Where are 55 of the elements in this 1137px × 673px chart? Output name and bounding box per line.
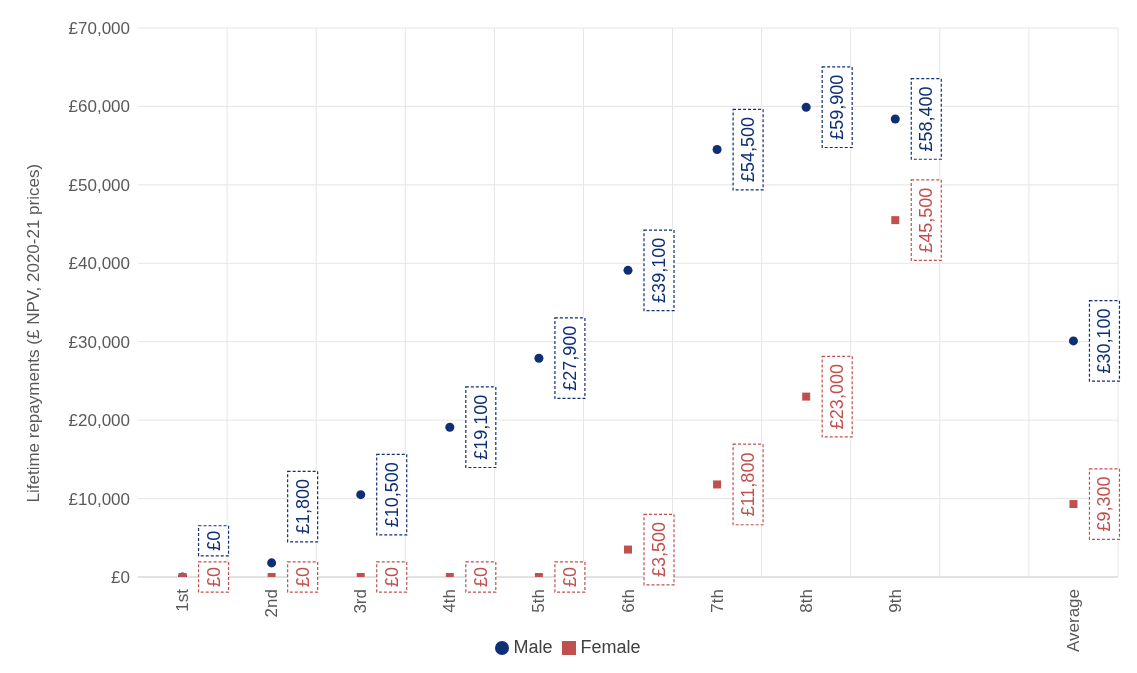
data-label: £10,500 xyxy=(381,462,402,528)
data-label: £27,900 xyxy=(559,325,580,391)
data-label: £9,300 xyxy=(1094,476,1115,532)
y-tick-label: £40,000 xyxy=(68,254,130,274)
data-label: £23,000 xyxy=(827,364,848,430)
point xyxy=(1068,336,1078,346)
data-label: £39,100 xyxy=(649,237,669,303)
point xyxy=(623,265,633,275)
y-tick-label: £70,000 xyxy=(68,19,130,39)
point xyxy=(890,114,900,124)
x-tick-label: 3rd xyxy=(351,589,371,614)
data-label: £30,100 xyxy=(1094,308,1115,374)
x-tick-label: 1st xyxy=(173,588,193,612)
x-tick-label: 4th xyxy=(440,589,460,613)
data-label: £0 xyxy=(559,566,580,588)
point xyxy=(802,392,811,401)
point xyxy=(445,422,455,432)
legend-label: Male xyxy=(513,637,553,657)
point xyxy=(356,490,366,500)
data-label: £0 xyxy=(470,566,491,588)
point xyxy=(713,480,722,489)
x-tick-label: 6th xyxy=(618,589,638,613)
point xyxy=(801,102,811,112)
x-tick-label: 9th xyxy=(885,589,905,613)
x-tick-label: 7th xyxy=(707,589,727,613)
point xyxy=(267,558,277,568)
x-tick-label: 8th xyxy=(796,589,816,613)
point xyxy=(712,145,722,155)
data-label: £3,500 xyxy=(649,522,669,578)
y-tick-label: £30,000 xyxy=(68,332,130,352)
y-axis-title: Lifetime repayments (£ NPV, 2020-21 prices) xyxy=(24,163,44,503)
point xyxy=(624,545,632,554)
data-label: £59,900 xyxy=(827,74,848,140)
data-label: £0 xyxy=(203,530,224,551)
x-tick-label: Average xyxy=(1063,589,1083,653)
data-label: £0 xyxy=(381,566,402,588)
point xyxy=(1069,500,1078,509)
data-label: £54,500 xyxy=(738,117,759,183)
data-label: £11,800 xyxy=(738,452,759,517)
y-tick-label: £20,000 xyxy=(68,411,130,431)
data-label: £45,500 xyxy=(916,187,937,253)
x-tick-label: 2nd xyxy=(262,589,282,618)
point xyxy=(534,353,544,363)
data-label: £0 xyxy=(292,566,313,588)
data-label: £0 xyxy=(203,566,224,588)
y-tick-label: £10,000 xyxy=(68,489,130,509)
legend-label: Female xyxy=(580,637,641,657)
data-label: £1,800 xyxy=(292,479,313,535)
data-label: £58,400 xyxy=(916,86,937,152)
y-tick-label: £60,000 xyxy=(68,97,130,117)
data-label: £19,100 xyxy=(470,394,491,460)
x-tick-label: 5th xyxy=(529,589,549,613)
y-tick-label: £50,000 xyxy=(68,175,130,195)
y-tick-label: £0 xyxy=(111,568,130,588)
point xyxy=(891,216,900,225)
